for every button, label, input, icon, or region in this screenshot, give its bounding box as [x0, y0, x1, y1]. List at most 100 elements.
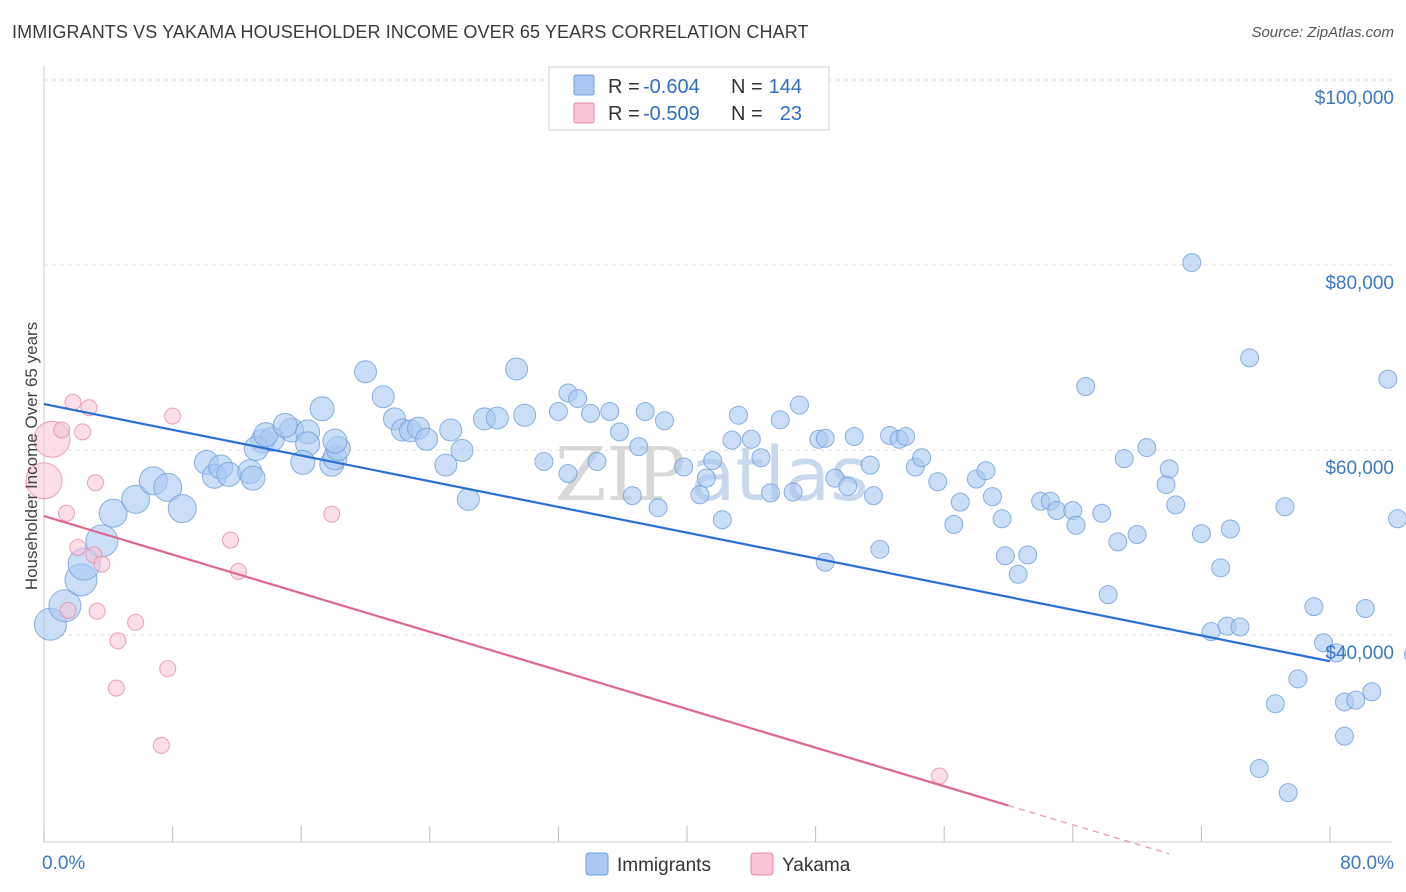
immigrants-point-87 [944, 514, 964, 534]
yakama-point-18 [164, 407, 182, 425]
gridlines [44, 79, 1392, 636]
bottom-legend-label-immigrants: Immigrants [617, 855, 711, 876]
immigrants-point-106 [1127, 525, 1147, 545]
immigrants-point-36 [415, 427, 439, 451]
legend-row-yakama: R = -0.509 N = 23 [573, 102, 802, 125]
legend-n-value-2: 23 [780, 103, 802, 125]
immigrants-point-9 [167, 494, 197, 524]
immigrants-point-37 [434, 453, 458, 477]
immigrants-point-55 [629, 437, 649, 457]
immigrants-point-108 [1156, 475, 1176, 495]
bottom-legend-swatch-yakama [750, 852, 774, 876]
yakama-trend-extension [1008, 804, 1170, 855]
immigrants-point-131 [1362, 682, 1382, 702]
immigrants-trend-line [43, 403, 1331, 663]
legend-r-label-2: R = [608, 103, 640, 125]
immigrants-point-13 [216, 461, 242, 487]
immigrants-point-46 [548, 402, 568, 421]
immigrants-point-122 [1278, 783, 1298, 803]
immigrants-point-8 [153, 472, 183, 502]
yakama-point-16 [152, 736, 170, 754]
immigrants-point-119 [1249, 759, 1269, 779]
immigrants-point-52 [600, 402, 620, 421]
y-tick-label-2: $60,000 [1325, 458, 1394, 479]
immigrants-point-63 [712, 510, 732, 530]
yakama-trend-line [43, 514, 1009, 807]
legend-n-label-2: N = [731, 103, 763, 125]
immigrants-point-67 [751, 448, 771, 468]
immigrants-point-132 [1378, 369, 1398, 389]
legend-bottom: Immigrants Yakama [585, 852, 851, 876]
immigrants-point-66 [741, 429, 761, 449]
immigrants-point-49 [568, 389, 588, 409]
immigrants-point-70 [783, 482, 803, 502]
chart-source: Source: ZipAtlas.com [1251, 24, 1394, 41]
immigrants-point-53 [609, 422, 629, 442]
immigrants-point-40 [456, 487, 480, 511]
yakama-point-3 [58, 504, 76, 522]
chart-title: IMMIGRANTS VS YAKAMA HOUSEHOLDER INCOME … [12, 22, 809, 42]
immigrants-point-31 [371, 385, 395, 409]
immigrants-point-39 [450, 438, 474, 462]
immigrants-point-38 [439, 418, 463, 442]
immigrants-point-57 [648, 498, 668, 518]
immigrants-point-116 [1220, 519, 1240, 539]
immigrants-point-107 [1137, 438, 1157, 458]
immigrants-point-83 [896, 426, 916, 446]
immigrants-point-133 [1388, 509, 1406, 529]
immigrants-point-111 [1182, 253, 1202, 273]
immigrants-point-54 [622, 486, 642, 506]
yakama-point-4 [59, 601, 77, 619]
immigrants-point-29 [322, 428, 348, 454]
yakama-point-11 [88, 602, 106, 620]
immigrants-point-68 [761, 483, 781, 503]
legend-r-value-1: -0.604 [643, 76, 700, 98]
immigrants-point-62 [703, 451, 723, 471]
immigrants-point-27 [272, 412, 298, 438]
immigrants-point-100 [1066, 515, 1086, 535]
immigrants-point-91 [982, 487, 1002, 507]
legend-frame [548, 66, 830, 131]
immigrants-point-102 [1092, 503, 1112, 523]
yakama-point-13 [107, 679, 125, 697]
immigrants-point-76 [838, 476, 858, 496]
immigrants-point-47 [558, 463, 578, 483]
bottom-legend-label-yakama: Yakama [782, 855, 851, 876]
immigrants-point-93 [995, 546, 1015, 566]
legend-n-value-1: 144 [769, 76, 802, 98]
immigrants-point-45 [534, 451, 554, 471]
immigrants-point-120 [1265, 694, 1285, 714]
immigrants-point-127 [1334, 726, 1354, 746]
immigrants-point-117 [1230, 617, 1250, 637]
immigrants-point-95 [1018, 545, 1038, 565]
y-tick-label-1: $80,000 [1325, 273, 1394, 294]
legend-r-value-2: -0.509 [643, 103, 700, 125]
immigrants-point-121 [1275, 497, 1295, 517]
legend-n-label-1: N = [731, 76, 763, 98]
immigrants-point-129 [1346, 690, 1366, 710]
immigrants-point-125 [1314, 633, 1334, 653]
yakama-point-22 [930, 767, 948, 785]
immigrants-point-90 [976, 461, 996, 481]
immigrants-point-77 [844, 426, 864, 446]
immigrants-point-92 [992, 509, 1012, 529]
immigrants-point-6 [121, 484, 151, 514]
yakama-point-14 [109, 632, 127, 650]
immigrants-point-78 [860, 455, 880, 475]
immigrants-point-88 [950, 492, 970, 512]
immigrants-point-71 [790, 395, 810, 415]
immigrants-point-69 [770, 410, 790, 430]
tick-labels: $100,000 $80,000 $60,000 $40,000 [1315, 88, 1394, 664]
immigrants-point-51 [587, 451, 607, 471]
legend-top: R = -0.604 N = 144 R = -0.509 N = 23 [548, 66, 830, 131]
yakama-point-6 [69, 538, 87, 556]
immigrants-point-42 [485, 406, 509, 430]
immigrants-point-94 [1008, 564, 1028, 584]
y-tick-label-3: $40,000 [1325, 643, 1394, 664]
legend-swatch-immigrants [573, 74, 595, 96]
immigrants-point-43 [505, 357, 529, 381]
immigrants-point-110 [1166, 495, 1186, 515]
immigrants-point-58 [654, 411, 674, 431]
immigrants-point-98 [1047, 500, 1067, 520]
immigrants-point-56 [635, 402, 655, 421]
